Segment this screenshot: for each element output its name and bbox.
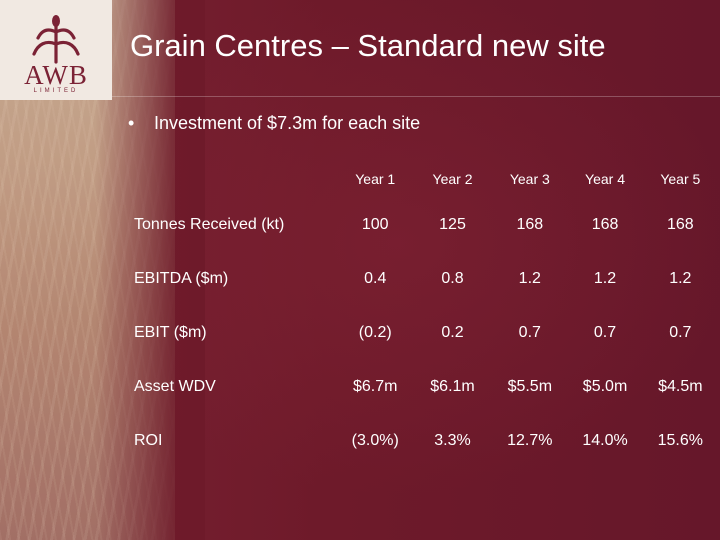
- table-cell: 15.6%: [657, 432, 703, 449]
- table-cell: $5.0m: [582, 378, 628, 395]
- row-label: Tonnes Received (kt): [134, 216, 285, 233]
- column-header: Year 4: [585, 171, 626, 187]
- table-cell: $6.7m: [353, 378, 398, 395]
- wheat-sheaf-logo-icon: [32, 15, 80, 64]
- title-divider: [112, 96, 720, 97]
- table-cell: 14.0%: [582, 432, 628, 449]
- table-row: Asset WDV $6.7m $6.1m $5.5m $5.0m $4.5m: [0, 360, 720, 414]
- row-label: Asset WDV: [134, 378, 216, 395]
- row-label: EBIT ($m): [134, 324, 207, 341]
- table-cell: $4.5m: [658, 378, 703, 395]
- table-cell: 3.3%: [434, 432, 471, 449]
- table-cell: 0.8: [441, 270, 464, 287]
- column-header: Year 3: [509, 171, 550, 187]
- table-cell: $5.5m: [507, 378, 553, 395]
- table-row: Tonnes Received (kt) 100 125 168 168 168: [0, 198, 720, 252]
- wheat-image-fade: [95, 0, 205, 540]
- table-cell: 125: [439, 216, 466, 233]
- table-cell: 0.7: [518, 324, 541, 341]
- awb-logo: AWB LIMITED: [0, 0, 112, 100]
- column-header: Year 2: [432, 171, 473, 187]
- table-cell: 100: [361, 216, 389, 233]
- financial-table: Year 1 Year 2 Year 3 Year 4 Year 5 Tonne…: [0, 160, 720, 468]
- table-cell: 168: [666, 216, 694, 233]
- column-header: Year 1: [355, 171, 396, 187]
- table-cell: 0.4: [364, 270, 387, 287]
- row-label: EBITDA ($m): [134, 270, 229, 287]
- table-cell: 0.7: [669, 324, 692, 341]
- header-blank: [0, 160, 336, 198]
- table-cell: 1.2: [593, 270, 617, 287]
- table-header-row: Year 1 Year 2 Year 3 Year 4 Year 5: [0, 160, 720, 198]
- table-cell: (3.0%): [351, 432, 399, 449]
- table-cell: 0.7: [593, 324, 617, 341]
- logo-wordmark: AWB: [24, 60, 88, 90]
- table-cell: 168: [591, 216, 619, 233]
- slide-title: Grain Centres – Standard new site: [130, 28, 606, 63]
- table-cell: 12.7%: [507, 432, 553, 449]
- table-cell: 168: [516, 216, 544, 233]
- table-cell: 1.2: [669, 270, 692, 287]
- bullet-text: Investment of $7.3m for each site: [154, 113, 421, 133]
- table-row: ROI (3.0%) 3.3% 12.7% 14.0% 15.6%: [0, 414, 720, 468]
- table-cell: 1.2: [518, 270, 541, 287]
- table-cell: $6.1m: [430, 378, 475, 395]
- table-cell: 0.2: [441, 324, 464, 341]
- bullet-marker: •: [128, 113, 135, 133]
- table-cell: (0.2): [358, 324, 392, 341]
- row-label: ROI: [134, 432, 163, 449]
- table-row: EBITDA ($m) 0.4 0.8 1.2 1.2 1.2: [0, 252, 720, 306]
- logo-subtitle: LIMITED: [33, 88, 79, 94]
- column-header: Year 5: [660, 171, 701, 187]
- table-row: EBIT ($m) (0.2) 0.2 0.7 0.7 0.7: [0, 306, 720, 360]
- bullet-point: • Investment of $7.3m for each site: [128, 113, 420, 134]
